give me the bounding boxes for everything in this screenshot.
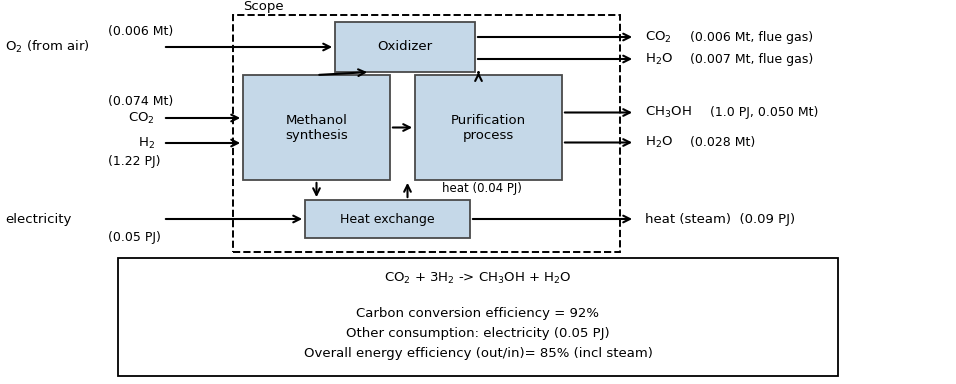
Text: (0.006 Mt, flue gas): (0.006 Mt, flue gas) — [690, 30, 814, 43]
Text: Scope: Scope — [243, 0, 284, 13]
Bar — [415, 75, 562, 180]
Text: Oxidizer: Oxidizer — [378, 40, 432, 53]
Text: CO$_2$: CO$_2$ — [645, 30, 672, 45]
Bar — [233, 15, 620, 252]
Text: H$_2$O: H$_2$O — [645, 51, 673, 66]
Text: (0.028 Mt): (0.028 Mt) — [690, 136, 755, 149]
Text: (0.007 Mt, flue gas): (0.007 Mt, flue gas) — [690, 53, 814, 66]
Text: CO$_2$: CO$_2$ — [128, 111, 155, 126]
Text: Heat exchange: Heat exchange — [340, 212, 435, 225]
Bar — [305, 200, 470, 238]
Text: Methanol
synthesis: Methanol synthesis — [285, 114, 348, 141]
Bar — [243, 75, 390, 180]
Text: heat (0.04 PJ): heat (0.04 PJ) — [443, 182, 522, 195]
Text: O$_2$ (from air): O$_2$ (from air) — [5, 39, 90, 55]
Text: Overall energy efficiency (out/in)= 85% (incl steam): Overall energy efficiency (out/in)= 85% … — [304, 346, 652, 359]
Text: H$_2$: H$_2$ — [138, 136, 155, 151]
Bar — [335, 22, 475, 72]
Text: CO$_2$ + 3H$_2$ -> CH$_3$OH + H$_2$O: CO$_2$ + 3H$_2$ -> CH$_3$OH + H$_2$O — [384, 270, 572, 286]
Text: (0.05 PJ): (0.05 PJ) — [108, 230, 161, 243]
Text: electricity: electricity — [5, 212, 72, 225]
Text: Carbon conversion efficiency = 92%: Carbon conversion efficiency = 92% — [357, 306, 599, 319]
Text: heat (steam)  (0.09 PJ): heat (steam) (0.09 PJ) — [645, 212, 795, 225]
Text: Other consumption: electricity (0.05 PJ): Other consumption: electricity (0.05 PJ) — [346, 326, 610, 339]
Text: (1.22 PJ): (1.22 PJ) — [108, 156, 161, 169]
Text: (1.0 PJ, 0.050 Mt): (1.0 PJ, 0.050 Mt) — [710, 106, 818, 119]
Text: H$_2$O: H$_2$O — [645, 135, 673, 150]
Bar — [118, 258, 838, 376]
Text: (0.006 Mt): (0.006 Mt) — [108, 25, 173, 38]
Text: Purification
process: Purification process — [451, 114, 526, 141]
Text: (0.074 Mt): (0.074 Mt) — [108, 96, 173, 109]
Text: CH$_3$OH: CH$_3$OH — [645, 105, 691, 120]
